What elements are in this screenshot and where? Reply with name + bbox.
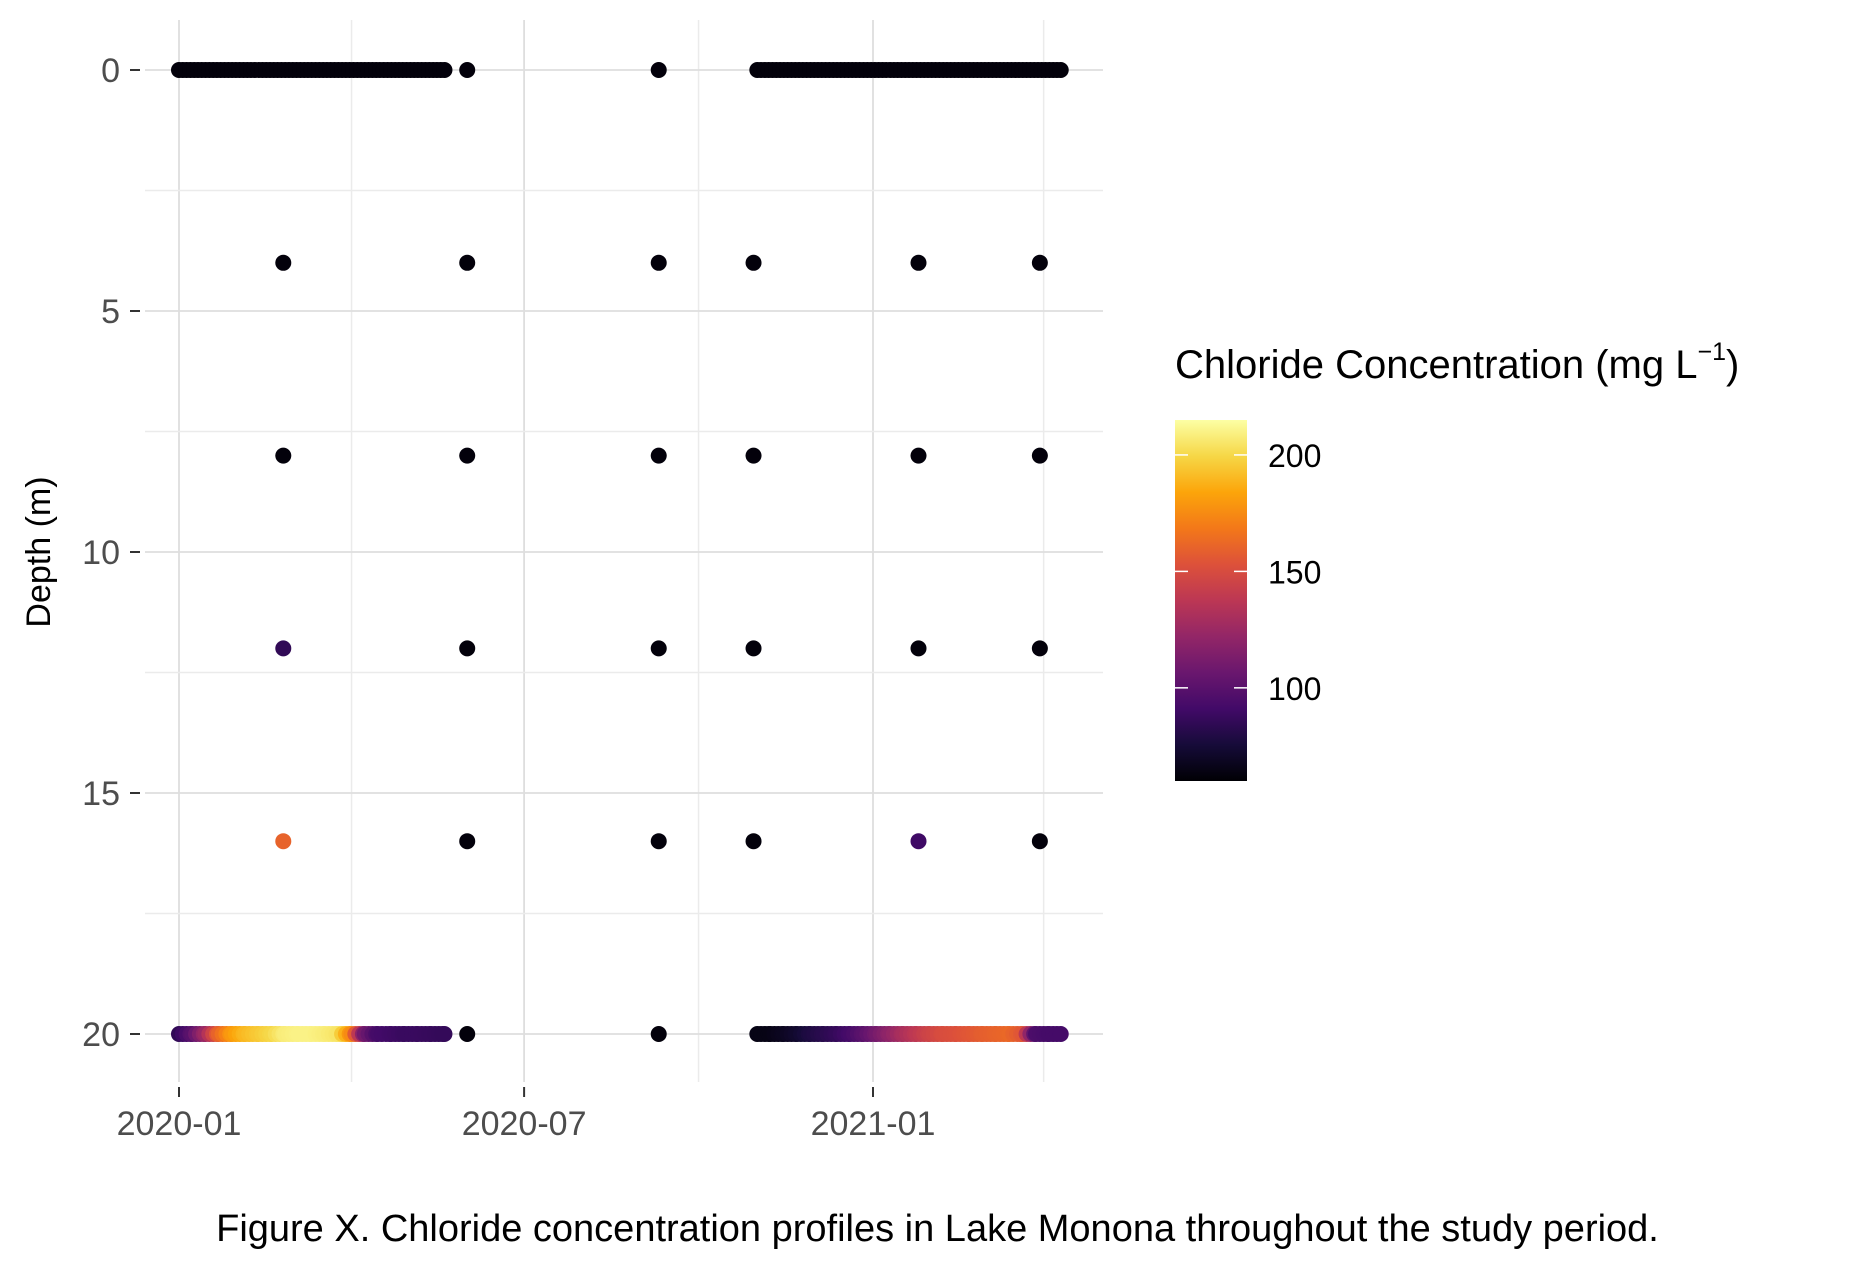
y-tick-label: 5	[101, 293, 120, 331]
data-point	[910, 640, 927, 657]
data-point	[650, 447, 667, 464]
data-point	[650, 833, 667, 850]
data-point	[745, 447, 762, 464]
data-point	[1031, 254, 1048, 271]
y-axis-label: Depth (m)	[20, 476, 58, 627]
x-tick-label: 2020-01	[117, 1105, 242, 1143]
y-tick-label: 10	[82, 534, 120, 572]
data-point	[275, 254, 292, 271]
data-point	[275, 640, 292, 657]
data-point	[436, 62, 453, 78]
data-point	[459, 62, 476, 78]
color-legend: Chloride Concentration (mg L−1) 100 150 20…	[1175, 338, 1739, 781]
legend-tick-label: 200	[1268, 438, 1321, 474]
data-point	[910, 447, 927, 464]
y-tick-label: 20	[82, 1016, 120, 1054]
data-point	[745, 640, 762, 657]
data-point	[910, 254, 927, 271]
data-point	[459, 1026, 476, 1042]
data-point	[650, 640, 667, 657]
legend-colorbar	[1175, 420, 1247, 781]
data-point	[1031, 640, 1048, 657]
data-point	[436, 1026, 453, 1042]
figure-caption: Figure X. Chloride concentration profile…	[216, 1208, 1659, 1250]
y-tick-label: 15	[82, 775, 120, 813]
legend-tick-label: 150	[1268, 554, 1321, 590]
data-point	[459, 254, 476, 271]
data-point	[650, 254, 667, 271]
data-points	[171, 62, 1069, 1042]
x-tick-label: 2020-07	[462, 1105, 587, 1143]
data-point	[459, 640, 476, 657]
data-point	[745, 833, 762, 850]
data-point	[459, 833, 476, 850]
data-point	[1052, 62, 1069, 78]
plot-grid	[145, 20, 1103, 1082]
data-point	[1031, 447, 1048, 464]
x-tick-label: 2021-01	[811, 1105, 936, 1143]
legend-ticks: 100 150 200	[1175, 438, 1321, 707]
y-axis: 0 5 10 15 20	[82, 52, 140, 1054]
data-point	[459, 447, 476, 464]
data-point	[1031, 833, 1048, 850]
data-point	[275, 833, 292, 850]
legend-title: Chloride Concentration (mg L−1)	[1175, 338, 1739, 387]
data-point	[745, 254, 762, 271]
legend-tick-label: 100	[1268, 671, 1321, 707]
data-point	[650, 62, 667, 78]
data-point	[1052, 1026, 1069, 1042]
data-point	[650, 1026, 667, 1042]
y-tick-label: 0	[101, 52, 120, 90]
x-axis: 2020-01 2020-07 2021-01	[117, 1087, 936, 1143]
data-point	[910, 833, 927, 850]
data-point	[275, 447, 292, 464]
